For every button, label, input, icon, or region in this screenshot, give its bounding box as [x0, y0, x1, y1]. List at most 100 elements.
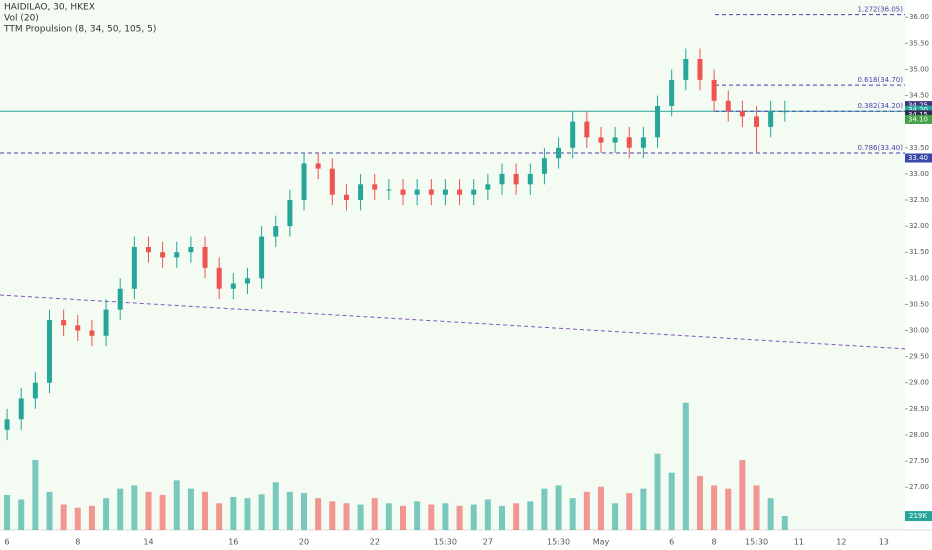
- volume-bar: [597, 486, 604, 530]
- candle-body: [485, 184, 491, 190]
- volume-bar: [46, 491, 53, 530]
- volume-bar: [103, 498, 110, 530]
- y-tick-label: 30.50: [909, 300, 929, 308]
- y-tick-label: 33.50: [909, 144, 929, 152]
- candle-body: [428, 189, 434, 195]
- price-badge-label: 34.25: [908, 102, 928, 110]
- indicator-label: Vol (20): [4, 14, 39, 24]
- volume-bar: [555, 485, 562, 530]
- y-tick-label: 31.50: [909, 248, 929, 256]
- volume-bar: [484, 499, 491, 530]
- price-axis: [905, 0, 932, 550]
- volume-bar: [682, 402, 689, 530]
- fib-label: 0.382(34.20): [857, 102, 903, 110]
- candle-body: [739, 111, 745, 117]
- y-tick-label: 32.50: [909, 196, 929, 204]
- candle-body: [358, 184, 364, 200]
- candle-body: [655, 106, 661, 138]
- volume-bar: [301, 493, 308, 530]
- candle-body: [32, 382, 38, 399]
- volume-bar: [230, 496, 237, 530]
- candle-body: [683, 59, 689, 80]
- y-tick-label: 33.00: [909, 170, 929, 178]
- volume-bar: [32, 460, 39, 530]
- y-tick-label: 31.00: [909, 274, 929, 282]
- candle-body: [711, 79, 717, 101]
- volume-bar: [753, 485, 760, 530]
- candle-body: [329, 168, 335, 195]
- candle-body: [287, 199, 293, 227]
- candle-body: [541, 158, 547, 174]
- volume-bar: [400, 505, 407, 530]
- volume-bar: [159, 495, 166, 530]
- volume-bar: [131, 485, 138, 530]
- price-badge-label: 34.20: [908, 106, 928, 114]
- volume-bar: [442, 503, 449, 530]
- candle-body: [145, 246, 151, 253]
- candle-body: [61, 320, 67, 326]
- volume-bar: [18, 499, 25, 530]
- y-tick-label: 32.00: [909, 222, 929, 230]
- volume-bar: [767, 498, 774, 530]
- y-tick-label: 29.50: [909, 353, 929, 361]
- volume-bar: [781, 516, 788, 530]
- x-tick-label: 16: [228, 538, 238, 547]
- volume-bar: [541, 488, 548, 530]
- volume-bar: [202, 491, 209, 530]
- volume-bar: [583, 491, 590, 530]
- candle-body: [697, 59, 703, 80]
- volume-bar: [739, 460, 746, 530]
- candle-body: [414, 189, 420, 195]
- volume-bar: [216, 503, 223, 530]
- x-tick-label: 27: [483, 538, 493, 547]
- y-tick-label: 29.00: [909, 379, 929, 387]
- volume-bar: [668, 472, 675, 530]
- candle-body: [725, 100, 731, 112]
- candle-body: [188, 246, 194, 253]
- volume-bar: [4, 495, 11, 530]
- volume-bar: [527, 501, 534, 530]
- candle-body: [230, 283, 236, 289]
- volume-badge-label: 219K: [909, 512, 927, 520]
- volume-bar: [173, 480, 180, 530]
- volume-bar: [315, 498, 322, 530]
- candle-body: [626, 137, 632, 148]
- volume-bar: [498, 505, 505, 530]
- volume-bar: [612, 503, 619, 530]
- x-tick-label: 15:30: [547, 538, 570, 547]
- x-tick-label: 6: [669, 538, 674, 547]
- y-tick-label: 34.50: [909, 92, 929, 100]
- candle-body: [75, 325, 81, 331]
- candle-body: [315, 163, 321, 169]
- x-tick-label: 22: [370, 538, 380, 547]
- price-badge-label: 34.15: [908, 111, 928, 119]
- volume-bar: [74, 507, 81, 530]
- x-tick-label: 11: [794, 538, 804, 547]
- candle-body: [273, 226, 279, 237]
- y-tick-label: 36.00: [909, 13, 929, 21]
- volume-bar: [258, 494, 265, 530]
- x-tick-label: 20: [299, 538, 309, 547]
- volume-bar: [414, 501, 421, 530]
- y-tick-label: 35.50: [909, 39, 929, 47]
- y-tick-label: 27.00: [909, 483, 929, 491]
- candle-body: [612, 137, 618, 143]
- volume-bar: [371, 498, 378, 530]
- candle-body: [103, 309, 109, 336]
- volume-bar: [343, 503, 350, 530]
- volume-bar: [60, 504, 67, 530]
- volume-bar: [428, 504, 435, 530]
- volume-badge: [905, 511, 932, 522]
- candle-body: [46, 320, 52, 383]
- candle-body: [89, 330, 95, 336]
- volume-bar: [696, 475, 703, 530]
- volume-bar: [244, 498, 251, 530]
- y-tick-label: 30.00: [909, 327, 929, 335]
- price-badge: [905, 105, 932, 115]
- y-tick-label: 27.50: [909, 457, 929, 465]
- x-tick-label: 12: [836, 538, 846, 547]
- candle-body: [4, 419, 10, 430]
- candle-body: [556, 147, 562, 159]
- y-tick-label: 28.00: [909, 431, 929, 439]
